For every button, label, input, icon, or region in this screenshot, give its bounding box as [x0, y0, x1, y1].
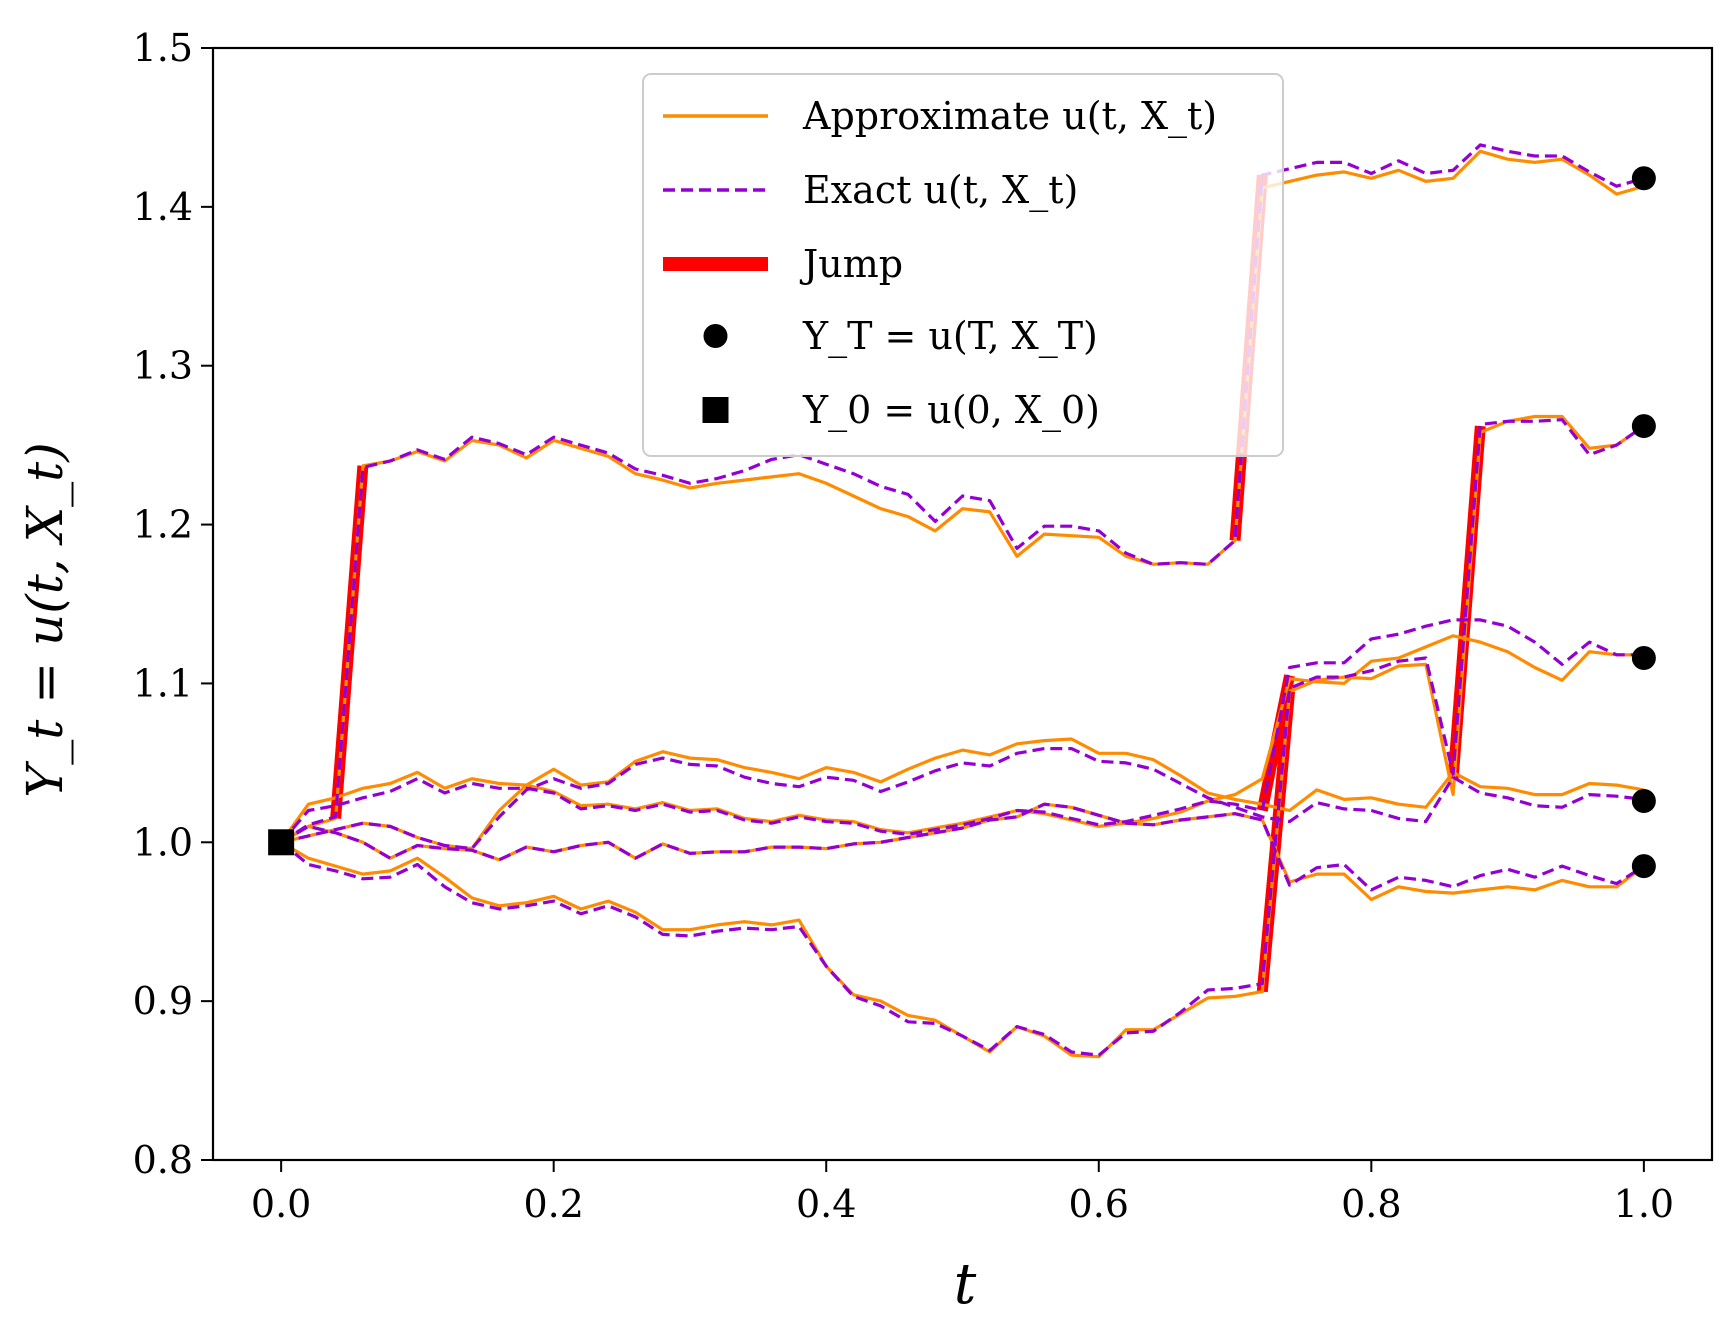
- x-axis-label: t: [954, 1252, 977, 1317]
- terminal-marker: [1631, 854, 1656, 879]
- x-tick-label: 0.4: [796, 1182, 856, 1226]
- legend-box: [642, 73, 1284, 457]
- legend-handle-initial: [702, 397, 729, 423]
- exact-line-path-4: [280, 746, 1645, 851]
- legend-label-terminal: Y_T = u(T, X_T): [802, 314, 1098, 359]
- y-tick-label: 1.3: [133, 344, 193, 388]
- approx-line-path-1: [280, 149, 1645, 844]
- y-tick-label: 1.1: [133, 661, 193, 705]
- y-tick-label: 1.0: [133, 820, 193, 864]
- x-tick-label: 1.0: [1614, 1182, 1674, 1226]
- legend-handle-terminal: [703, 324, 728, 348]
- exact-line-path-2: [279, 618, 1644, 844]
- legend: Approximate u(t, X_t) Exact u(t, X_t) Jump…: [642, 73, 1284, 457]
- y-axis-label: Y_t = u(t, X_t): [16, 442, 74, 798]
- x-tick-label: 0.6: [1069, 1182, 1129, 1226]
- legend-label-approx: Approximate u(t, X_t): [802, 94, 1217, 139]
- exact-line-path-5: [280, 418, 1645, 1057]
- y-tick-label: 1.2: [133, 503, 193, 547]
- x-tick-label: 0.2: [523, 1182, 583, 1226]
- legend-label-initial: Y_0 = u(0, X_0): [802, 388, 1100, 433]
- series-layer: [279, 143, 1645, 1059]
- legend-label-jump: Jump: [799, 242, 903, 286]
- y-tick-label: 1.4: [133, 185, 193, 229]
- approx-line-path-4: [280, 737, 1645, 851]
- y-tick-label: 0.8: [133, 1138, 193, 1182]
- y-tick-label: 1.5: [133, 26, 193, 70]
- terminal-marker: [1631, 414, 1656, 439]
- initial-marker: [268, 829, 295, 856]
- plot-area: [211, 46, 1714, 1162]
- exact-line-path-1: [280, 143, 1645, 844]
- ticks-layer: 0.0 0.2 0.4 0.6 0.8 1.0 0.8 0.9 1.0 1.1 1.2 1.3 1.4 1…: [133, 26, 1675, 1226]
- markers-layer: [268, 166, 1656, 879]
- terminal-marker: [1631, 788, 1656, 813]
- axes-frame: [211, 46, 1714, 1162]
- x-tick-label: 0.0: [251, 1182, 311, 1226]
- y-tick-label: 0.9: [133, 979, 193, 1023]
- terminal-marker: [1631, 166, 1656, 191]
- exact-line-path-3: [280, 802, 1645, 892]
- legend-label-exact: Exact u(t, X_t): [803, 168, 1078, 213]
- approx-line-path-2: [279, 634, 1644, 844]
- x-tick-label: 0.8: [1341, 1182, 1401, 1226]
- terminal-marker: [1631, 646, 1656, 671]
